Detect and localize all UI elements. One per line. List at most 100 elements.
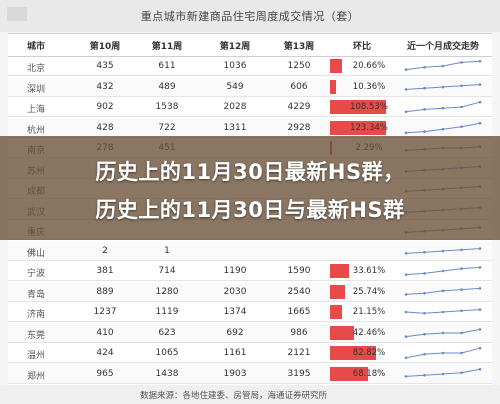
- sparkline-point: [404, 251, 408, 255]
- change-cell: 123.34%: [350, 122, 388, 133]
- trend-sparkline: [404, 59, 482, 71]
- sparkline-point: [478, 100, 482, 104]
- sparkline-point: [460, 125, 463, 128]
- week12-cell: 2030: [223, 286, 247, 297]
- sparkline-point: [478, 308, 482, 311]
- change-bar: [330, 100, 386, 114]
- sparkline-point: [478, 346, 482, 350]
- table-title-bar: 重点城市新建商品住宅周度成交情况（套）: [0, 0, 500, 32]
- week11-cell: 714: [158, 266, 176, 276]
- table-header: 城市 第10周 第11周 第12周 第13周 环比 近一个月成交走势: [8, 34, 492, 57]
- week10-cell: 2: [102, 245, 108, 256]
- table-row: 温州 424 1065 1161 2121 82.82%: [8, 344, 492, 363]
- trend-sparkline: [404, 82, 482, 91]
- trend-sparkline: [404, 246, 482, 255]
- trend-sparkline: [404, 286, 482, 296]
- title-overlay-banner: 历史上的11月30日最新HS群， 历史上的11月30日与最新HS群: [0, 136, 500, 240]
- change-cell: 10.36%: [352, 81, 386, 92]
- sparkline-point: [423, 272, 426, 275]
- sparkline-point: [460, 309, 463, 313]
- week13-cell: 986: [290, 327, 308, 338]
- week10-cell: 381: [96, 266, 114, 276]
- table-row: 宁波 381 714 1190 1590 33.61%: [8, 262, 492, 281]
- week13-cell: 1250: [287, 61, 311, 71]
- banner-line-1: 历史上的11月30日最新HS群，: [95, 160, 405, 184]
- week10-cell: 432: [96, 81, 114, 92]
- sparkline-point: [460, 84, 463, 87]
- col-week12: 第12周: [219, 42, 251, 52]
- sparkline-point: [423, 65, 426, 69]
- change-cell: 68.18%: [352, 368, 386, 379]
- change-cell: 21.15%: [352, 307, 386, 317]
- week12-cell: 1311: [223, 122, 247, 133]
- sparkline-point: [441, 372, 445, 375]
- week11-cell: 623: [158, 327, 176, 338]
- sparkline-point: [460, 331, 463, 334]
- sparkline-point: [478, 59, 482, 63]
- sparkline-point: [423, 250, 426, 253]
- week11-cell: 611: [158, 61, 176, 71]
- week10-cell: 424: [96, 348, 114, 358]
- col-week13: 第13周: [283, 42, 315, 52]
- week10-cell: 428: [96, 122, 114, 133]
- sparkline-point: [460, 371, 463, 374]
- sparkline-point: [441, 310, 445, 314]
- table-row: 深圳 432 489 549 606 10.36%: [8, 77, 492, 97]
- source-footer: 数据来源：各地住建委、房管局，海通证券研究所: [0, 385, 500, 404]
- sparkline-point: [423, 129, 426, 133]
- sparkline-point: [460, 351, 463, 355]
- week11-cell: 1: [164, 245, 170, 256]
- sparkline-point: [423, 311, 426, 315]
- trend-sparkline: [404, 266, 482, 276]
- sparkline-point: [441, 351, 445, 355]
- sparkline-point: [460, 248, 463, 251]
- week11-cell: 1280: [155, 286, 179, 297]
- week13-cell: 2928: [287, 122, 311, 133]
- trend-sparkline: [404, 100, 482, 114]
- city-cell: 东莞: [26, 330, 45, 341]
- week11-cell: 1438: [155, 368, 179, 379]
- sparkline-point: [478, 246, 482, 250]
- week13-cell: 606: [290, 81, 308, 92]
- table-row: 北京 435 611 1036 1250 20.66%: [8, 57, 492, 76]
- week12-cell: 1374: [223, 307, 247, 317]
- city-cell: 佛山: [26, 248, 45, 259]
- week12-cell: 1190: [223, 266, 247, 276]
- sparkline-point: [423, 291, 426, 294]
- week12-cell: 2028: [223, 102, 247, 112]
- table-row: 济南 1237 1119 1374 1665 21.15%: [8, 303, 492, 322]
- change-bar: [330, 366, 369, 381]
- sparkline-point: [404, 87, 408, 91]
- brand-logo-icon: [7, 7, 27, 21]
- sparkline-point: [478, 121, 482, 124]
- week12-cell: 1161: [223, 348, 247, 358]
- sparkline-point: [441, 106, 445, 110]
- sparkline-point: [423, 86, 426, 89]
- week13-cell: 2121: [287, 348, 311, 358]
- table-row: 佛山 2 1: [8, 241, 492, 261]
- change-bar: [330, 79, 336, 94]
- table-row: 郑州 965 1438 1903 3195 68.18%: [8, 364, 492, 384]
- city-cell: 温州: [26, 351, 45, 361]
- sparkline-point: [404, 273, 408, 276]
- change-bar: [330, 325, 354, 340]
- sparkline-point: [460, 287, 463, 291]
- city-cell: 郑州: [26, 371, 45, 382]
- city-cell: 济南: [26, 310, 45, 320]
- source-text: 数据来源：各地住建委、房管局，海通证券研究所: [140, 391, 328, 401]
- city-cell: 宁波: [26, 269, 45, 279]
- week13-cell: 2540: [287, 286, 311, 297]
- week12-cell: 692: [226, 327, 244, 338]
- trend-sparkline: [404, 367, 482, 378]
- table-row: 青岛 889 1280 2030 2540 25.74%: [8, 282, 492, 302]
- sparkline-point: [404, 310, 408, 314]
- week11-cell: 1065: [155, 348, 179, 358]
- table-title: 重点城市新建商品住宅周度成交情况（套）: [140, 10, 360, 23]
- sparkline-point: [478, 367, 482, 370]
- change-cell: 33.61%: [352, 266, 386, 276]
- sparkline-point: [441, 64, 445, 68]
- col-week11: 第11周: [151, 42, 183, 52]
- trend-sparkline: [404, 121, 482, 134]
- week10-cell: 1237: [93, 307, 117, 317]
